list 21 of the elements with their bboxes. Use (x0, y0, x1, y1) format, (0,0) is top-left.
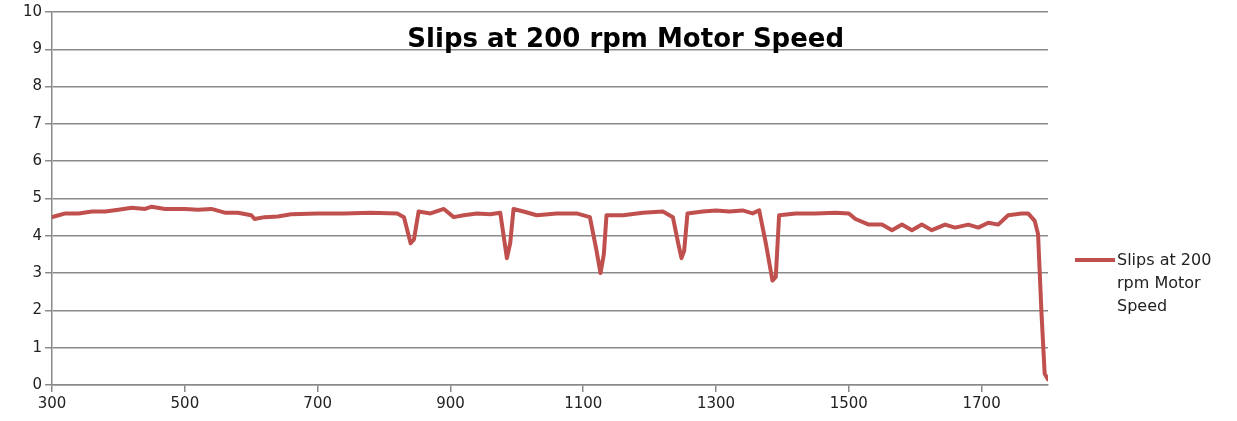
legend-label: Slips at 200 rpm Motor Speed (1117, 249, 1213, 317)
x-tick-label: 500 (170, 393, 200, 412)
y-tick-label: 1 (32, 337, 43, 356)
x-tick-label: 900 (436, 393, 465, 412)
x-tick-label: 300 (37, 393, 67, 412)
y-tick-label: 8 (32, 76, 43, 95)
y-tick-label: 7 (32, 113, 43, 132)
y-tick-label: 4 (32, 225, 43, 244)
x-tick-label: 700 (303, 393, 332, 412)
y-tick-label: 10 (22, 1, 43, 20)
y-tick-label: 0 (32, 374, 43, 393)
x-tick-label: 1700 (962, 393, 1001, 412)
y-tick-label: 5 (32, 188, 43, 207)
y-tick-label: 9 (32, 39, 43, 58)
x-tick-label: 1500 (829, 393, 868, 412)
y-tick-label: 3 (32, 262, 43, 281)
y-tick-label: 6 (32, 151, 43, 170)
chart-title: Slips at 200 rpm Motor Speed (407, 22, 845, 53)
x-tick-label: 1100 (564, 393, 603, 412)
x-tick-label: 1300 (696, 393, 736, 412)
y-tick-label: 2 (32, 300, 43, 319)
